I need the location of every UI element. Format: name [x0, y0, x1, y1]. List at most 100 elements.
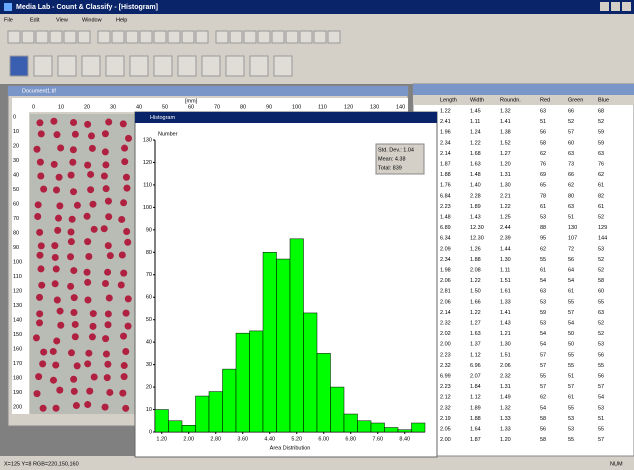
- toolbar-button[interactable]: [9, 55, 29, 77]
- menu-item[interactable]: File: [4, 17, 13, 23]
- minimize[interactable]: [600, 2, 609, 11]
- cell: [40, 185, 48, 193]
- toolbar-button[interactable]: [81, 55, 101, 77]
- toolbar-button[interactable]: [153, 55, 173, 77]
- cell: 1.89: [470, 405, 481, 411]
- cell: [104, 321, 112, 329]
- toolbar-button[interactable]: [243, 30, 257, 44]
- close[interactable]: [622, 2, 631, 11]
- ruler-label: 90: [13, 245, 19, 251]
- menu-item[interactable]: Window: [82, 17, 102, 23]
- cell: 1.61: [500, 289, 511, 295]
- toolbar-button[interactable]: [97, 30, 111, 44]
- cell: [32, 334, 40, 342]
- toolbar-button[interactable]: [201, 55, 221, 77]
- cell: 78: [540, 193, 546, 199]
- toolbar-button[interactable]: [299, 30, 313, 44]
- ruler-label: 30: [13, 158, 19, 164]
- cell: 54: [568, 320, 574, 326]
- toolbar-button[interactable]: [327, 30, 341, 44]
- toolbar-button[interactable]: [111, 30, 125, 44]
- cell: 59: [598, 140, 604, 146]
- toolbar-button[interactable]: [153, 30, 167, 44]
- toolbar-button[interactable]: [215, 30, 229, 44]
- cell: [35, 373, 43, 381]
- maximize[interactable]: [611, 2, 620, 11]
- cell: 56: [540, 130, 546, 136]
- cell: 51: [568, 373, 574, 379]
- toolbar-button[interactable]: [139, 30, 153, 44]
- cell: 2.41: [440, 119, 451, 125]
- ruler-label: 110: [13, 274, 22, 280]
- toolbar-button[interactable]: [49, 30, 63, 44]
- cell: [87, 186, 95, 194]
- toolbar-button[interactable]: [225, 55, 245, 77]
- toolbar-button[interactable]: [181, 30, 195, 44]
- cell: [104, 242, 112, 250]
- toolbar-button[interactable]: [105, 55, 125, 77]
- toolbar-button[interactable]: [129, 55, 149, 77]
- cell: 63: [540, 289, 546, 295]
- cell: 1.25: [500, 214, 511, 220]
- menu-item[interactable]: Edit: [30, 17, 40, 23]
- cell: [53, 131, 61, 139]
- cell: 1.51: [500, 278, 511, 284]
- toolbar-button[interactable]: [21, 30, 35, 44]
- toolbar-button[interactable]: [125, 30, 139, 44]
- toolbar-button[interactable]: [271, 30, 285, 44]
- cell: [52, 361, 60, 369]
- cell: [67, 253, 75, 261]
- cell: [71, 333, 79, 341]
- cell: 63: [598, 310, 604, 316]
- cell: 1.22: [470, 310, 481, 316]
- toolbar-button[interactable]: [257, 30, 271, 44]
- cell: [84, 296, 92, 304]
- bar: [276, 258, 291, 433]
- cell: [106, 252, 114, 260]
- cell: 1.33: [500, 426, 511, 432]
- cell: [104, 360, 112, 368]
- cell: [123, 227, 131, 235]
- cell: 57: [568, 310, 574, 316]
- cell: [104, 197, 112, 205]
- toolbar-button[interactable]: [313, 30, 327, 44]
- cell: 61: [540, 204, 546, 210]
- toolbar-button[interactable]: [77, 30, 91, 44]
- menu-item[interactable]: View: [56, 17, 68, 23]
- cell: 52: [598, 257, 604, 263]
- toolbar-button[interactable]: [249, 55, 269, 77]
- cell: 2.23: [440, 384, 451, 390]
- ruler-label: 20: [84, 104, 90, 110]
- toolbar-button[interactable]: [167, 30, 181, 44]
- cell: [34, 212, 42, 220]
- cell: 59: [540, 310, 546, 316]
- cell: [84, 401, 92, 409]
- cell: 6.89: [440, 225, 451, 231]
- cell: 55: [598, 363, 604, 369]
- cell: 66: [568, 172, 574, 178]
- cell: 2.34: [440, 257, 451, 263]
- toolbar-button[interactable]: [7, 30, 21, 44]
- toolbar-button[interactable]: [177, 55, 197, 77]
- bar: [384, 427, 399, 433]
- cell: 2.05: [440, 426, 451, 432]
- cell: 53: [598, 405, 604, 411]
- bar: [154, 409, 169, 433]
- toolbar-button[interactable]: [57, 55, 77, 77]
- menu-item[interactable]: Help: [116, 17, 127, 23]
- status-right: NUM: [610, 461, 623, 467]
- toolbar-button[interactable]: [33, 55, 53, 77]
- cell: 56: [598, 352, 604, 358]
- cell: [33, 145, 41, 153]
- toolbar-button[interactable]: [195, 30, 209, 44]
- cell: 2.06: [440, 299, 451, 305]
- ruler-label: 180: [13, 375, 22, 381]
- toolbar-button[interactable]: [35, 30, 49, 44]
- toolbar-button[interactable]: [273, 55, 293, 77]
- cell: 72: [568, 246, 574, 252]
- toolbar-button[interactable]: [63, 30, 77, 44]
- toolbar-button[interactable]: [229, 30, 243, 44]
- x-tick-label: 4.40: [264, 436, 275, 442]
- toolbar-button[interactable]: [285, 30, 299, 44]
- cell: 95: [540, 236, 546, 242]
